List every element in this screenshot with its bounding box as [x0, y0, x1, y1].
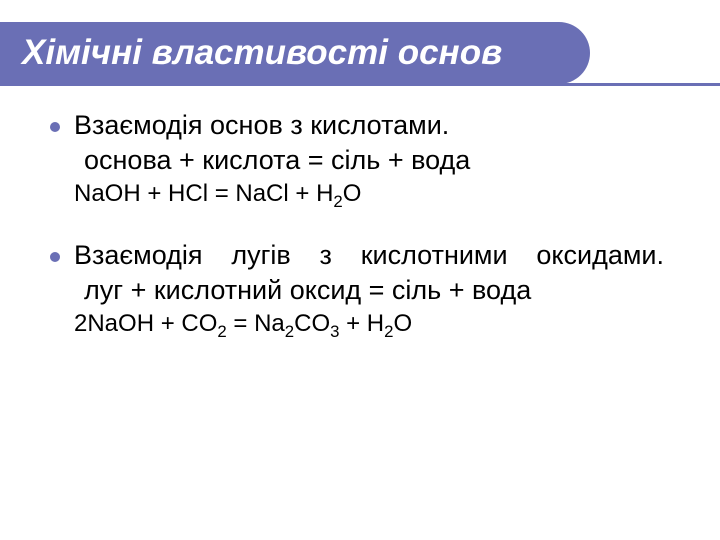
content-area: Взаємодія основ з кислотами. основа + ки… [0, 100, 720, 342]
word-equation-1: основа + кислота = сіль + вода [84, 145, 670, 176]
formula-part: O [393, 310, 412, 337]
formula-part: NaOH + HCl = NaCl + H [74, 180, 333, 207]
formula-sub: 2 [217, 322, 226, 341]
page-title: Хімічні властивості основ [0, 33, 502, 73]
chem-formula-2: 2NaOH + CO2 = Na2CO3 + H2O [74, 310, 670, 342]
formula-part: 2NaOH + CO [74, 310, 217, 337]
formula-part: + H [339, 310, 384, 337]
header-underline [0, 83, 720, 86]
bullet-text-1: Взаємодія основ з кислотами. [74, 110, 449, 141]
formula-sub: 2 [285, 322, 294, 341]
formula-part: O [343, 180, 362, 207]
bullet-dot-icon [50, 122, 60, 132]
bullet-item-2: Взаємодія лугів з кислотними оксидами. [50, 240, 670, 271]
formula-part: CO [294, 310, 330, 337]
header-bar: Хімічні властивості основ [0, 22, 720, 84]
chem-formula-1: NaOH + HCl = NaCl + H2O [74, 180, 670, 212]
formula-part: = Na [227, 310, 285, 337]
word-equation-2: луг + кислотний оксид = сіль + вода [84, 275, 670, 306]
bullet-item-1: Взаємодія основ з кислотами. [50, 110, 670, 141]
bullet-text-2: Взаємодія лугів з кислотними оксидами. [74, 240, 664, 271]
bullet-dot-icon [50, 252, 60, 262]
formula-sub: 2 [333, 192, 342, 211]
